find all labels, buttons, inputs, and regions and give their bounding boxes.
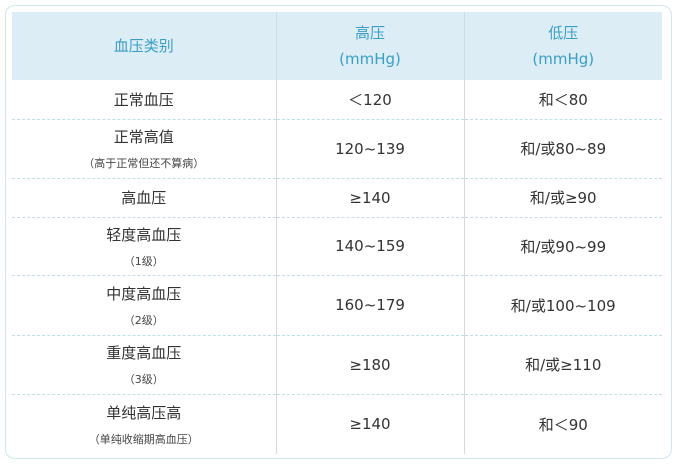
category-cell: 中度高血压 （2级）	[12, 274, 276, 335]
table-row: 轻度高血压 （1级） 140~159 和/或90~99	[12, 216, 662, 275]
table-row: 重度高血压 （3级） ≥180 和/或≥110	[12, 334, 662, 394]
category: 高血压	[121, 189, 167, 207]
table-row: 中度高血压 （2级） 160~179 和/或100~109	[12, 274, 662, 335]
diastolic-cell: 和/或≥90	[463, 177, 662, 217]
table-row: 正常高值 （高于正常但还不算病） 120~139 和/或80~89	[12, 118, 662, 178]
table-row: 高血压 ≥140 和/或≥90	[12, 177, 662, 217]
diastolic-cell: 和/或100~109	[463, 274, 662, 335]
category-cell: 轻度高血压 （1级）	[12, 216, 276, 275]
category-note: （高于正常但还不算病）	[83, 157, 205, 170]
diastolic-cell: 和＜80	[463, 80, 662, 119]
diastolic-cell: 和/或≥110	[463, 334, 662, 394]
category-note: （2级）	[123, 313, 164, 327]
category-cell: 高血压	[12, 177, 276, 217]
header-cell: 血压类别	[12, 12, 276, 80]
category: 单纯高压高	[106, 403, 182, 422]
diastolic-cell: 和/或80~89	[463, 118, 662, 178]
systolic-cell: ＜120	[275, 80, 464, 119]
table-row: 单纯高压高 （单纯收缩期高血压） ≥140 和＜90	[12, 393, 662, 454]
category-cell: 正常血压	[12, 80, 276, 119]
category-cell: 正常高值 （高于正常但还不算病）	[12, 118, 276, 178]
table-frame	[5, 5, 672, 459]
category-cell: 单纯高压高 （单纯收缩期高血压）	[12, 393, 276, 454]
systolic-cell: 160~179	[275, 274, 464, 335]
diastolic-cell: 和＜90	[463, 393, 662, 454]
systolic-cell: ≥180	[275, 334, 464, 394]
category: 重度高血压	[106, 344, 182, 362]
header-title: 低压	[548, 24, 579, 42]
blood-pressure-table: 血压类别 高压 (mmHg) 低压 (mmHg) 正常血压 ＜120 和＜80 正常高值 （高于…	[12, 12, 662, 454]
systolic-cell: ≥140	[275, 177, 464, 217]
category-cell: 重度高血压 （3级）	[12, 334, 276, 394]
header-title: 高压	[354, 24, 385, 42]
header-row: 血压类别 高压 (mmHg) 低压 (mmHg)	[12, 12, 662, 80]
table-row: 正常血压 ＜120 和＜80	[12, 80, 662, 119]
category: 正常高值	[113, 128, 174, 146]
header-unit: (mmHg)	[339, 50, 401, 68]
header-cell: 低压 (mmHg)	[463, 12, 662, 80]
category-note: （3级）	[123, 373, 164, 386]
category-note: （1级）	[123, 254, 164, 268]
category: 中度高血压	[106, 284, 182, 303]
systolic-cell: 140~159	[275, 216, 464, 275]
header-cell: 高压 (mmHg)	[275, 12, 464, 80]
systolic-cell: ≥140	[275, 393, 464, 454]
systolic-cell: 120~139	[275, 118, 464, 178]
category: 正常血压	[113, 90, 174, 109]
header-unit: (mmHg)	[532, 50, 595, 68]
category-note: （单纯收缩期高血压）	[88, 432, 199, 446]
header-title: 血压类别	[113, 37, 174, 55]
category: 轻度高血压	[106, 225, 182, 244]
diastolic-cell: 和/或90~99	[463, 216, 662, 275]
